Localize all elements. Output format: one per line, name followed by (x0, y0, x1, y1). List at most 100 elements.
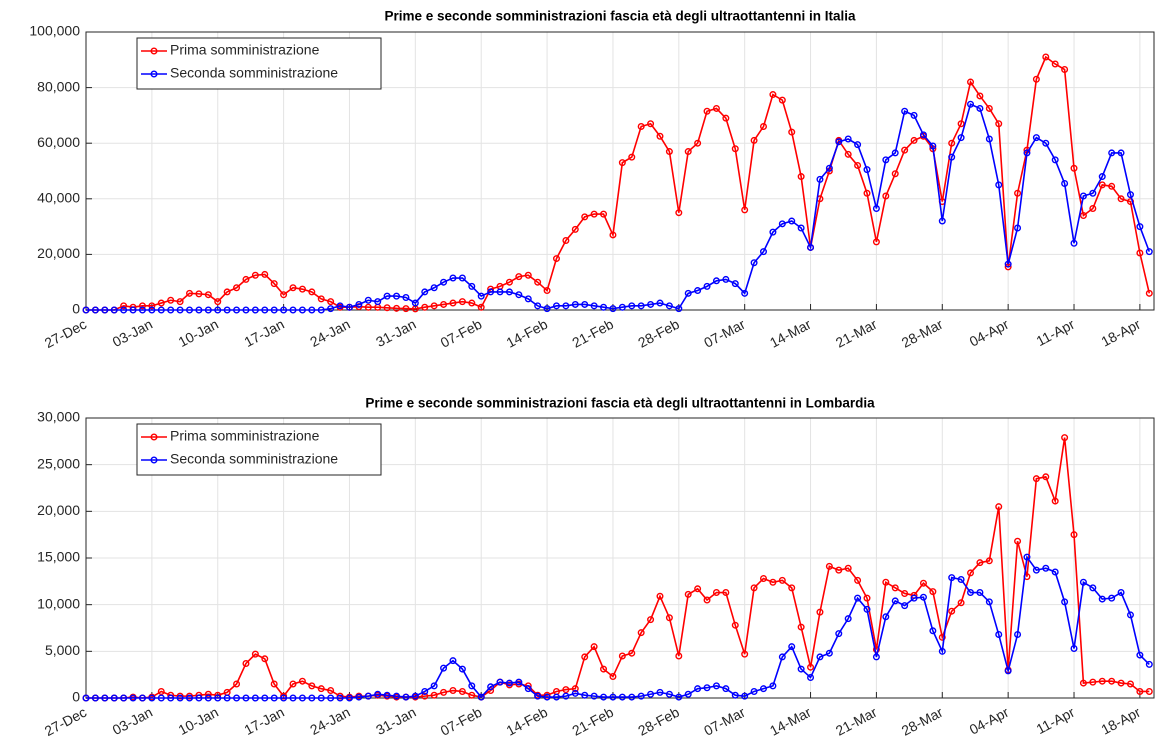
data-point (656, 299, 664, 307)
y-tick-label: 30,000 (37, 409, 80, 425)
data-point (496, 288, 504, 296)
data-point (1014, 189, 1022, 197)
data-point (308, 288, 316, 296)
data-point (995, 181, 1003, 189)
data-point (675, 305, 683, 313)
data-point (534, 692, 542, 700)
x-tick-label: 07-Feb (438, 316, 485, 351)
data-point (807, 673, 815, 681)
data-point (731, 145, 739, 153)
data-point (430, 682, 438, 690)
data-point (854, 141, 862, 149)
data-point (110, 306, 118, 314)
data-point (1032, 475, 1040, 483)
x-tick-label: 14-Feb (504, 704, 551, 739)
data-point (1032, 75, 1040, 83)
data-point (967, 100, 975, 108)
x-tick-label: 27-Dec (42, 704, 89, 739)
data-point (750, 259, 758, 267)
data-point (204, 306, 212, 314)
data-point (891, 170, 899, 178)
data-point (449, 657, 457, 665)
data-point (825, 164, 833, 172)
data-point (110, 694, 118, 702)
data-point (600, 665, 608, 673)
data-point (327, 687, 335, 695)
data-point (383, 691, 391, 699)
data-point (421, 288, 429, 296)
data-point (82, 306, 90, 314)
x-tick-label: 07-Feb (438, 704, 485, 739)
data-point (91, 694, 99, 702)
data-point (148, 302, 156, 310)
data-point (270, 306, 278, 314)
data-point (807, 243, 815, 251)
data-point (1098, 173, 1106, 181)
data-point (562, 236, 570, 244)
data-point (967, 589, 975, 597)
data-point (364, 296, 372, 304)
data-point (364, 303, 372, 311)
data-point (759, 575, 767, 583)
data-point (665, 614, 673, 622)
chart-title: Prime e seconde somministrazioni fascia … (365, 396, 875, 411)
data-point (543, 693, 551, 701)
data-point (496, 678, 504, 686)
data-point (317, 295, 325, 303)
data-point (186, 289, 194, 297)
data-point (1117, 149, 1125, 157)
data-point (1136, 249, 1144, 257)
data-point (393, 304, 401, 312)
data-point (618, 159, 626, 167)
legend-label: Seconda somministrazione (170, 65, 338, 81)
data-point (1089, 584, 1097, 592)
data-point (1014, 631, 1022, 639)
data-point (317, 685, 325, 693)
data-point (345, 694, 353, 702)
data-point (618, 652, 626, 660)
data-point (1004, 260, 1012, 268)
data-point (251, 694, 259, 702)
x-tick-label: 14-Mar (767, 704, 814, 739)
data-point (976, 92, 984, 100)
data-point (891, 149, 899, 157)
data-point (618, 693, 626, 701)
x-tick-label: 11-Apr (1033, 704, 1077, 738)
data-point (919, 593, 927, 601)
data-point (393, 692, 401, 700)
data-point (308, 306, 316, 314)
data-point (374, 298, 382, 306)
data-point (844, 150, 852, 158)
data-point (336, 302, 344, 310)
x-tick-label: 31-Jan (373, 316, 418, 350)
data-point (449, 687, 457, 695)
data-point (1079, 578, 1087, 586)
data-point (600, 210, 608, 218)
data-point (543, 287, 551, 295)
data-point (1089, 678, 1097, 686)
data-point (788, 643, 796, 651)
data-point (835, 566, 843, 574)
data-point (308, 694, 316, 702)
data-point (157, 694, 165, 702)
data-point (148, 694, 156, 702)
data-point (487, 288, 495, 296)
data-point (534, 278, 542, 286)
data-point (778, 220, 786, 228)
data-point (948, 607, 956, 615)
data-point (788, 128, 796, 136)
data-point (712, 682, 720, 690)
data-point (637, 692, 645, 700)
data-point (976, 559, 984, 567)
data-point (289, 680, 297, 688)
x-tick-label: 03-Jan (110, 316, 155, 350)
data-point (355, 300, 363, 308)
data-point (477, 292, 485, 300)
data-point (1051, 156, 1059, 164)
data-point (844, 564, 852, 572)
data-point (835, 630, 843, 638)
data-point (684, 690, 692, 698)
data-point (327, 298, 335, 306)
data-point (910, 594, 918, 602)
data-point (223, 288, 231, 296)
